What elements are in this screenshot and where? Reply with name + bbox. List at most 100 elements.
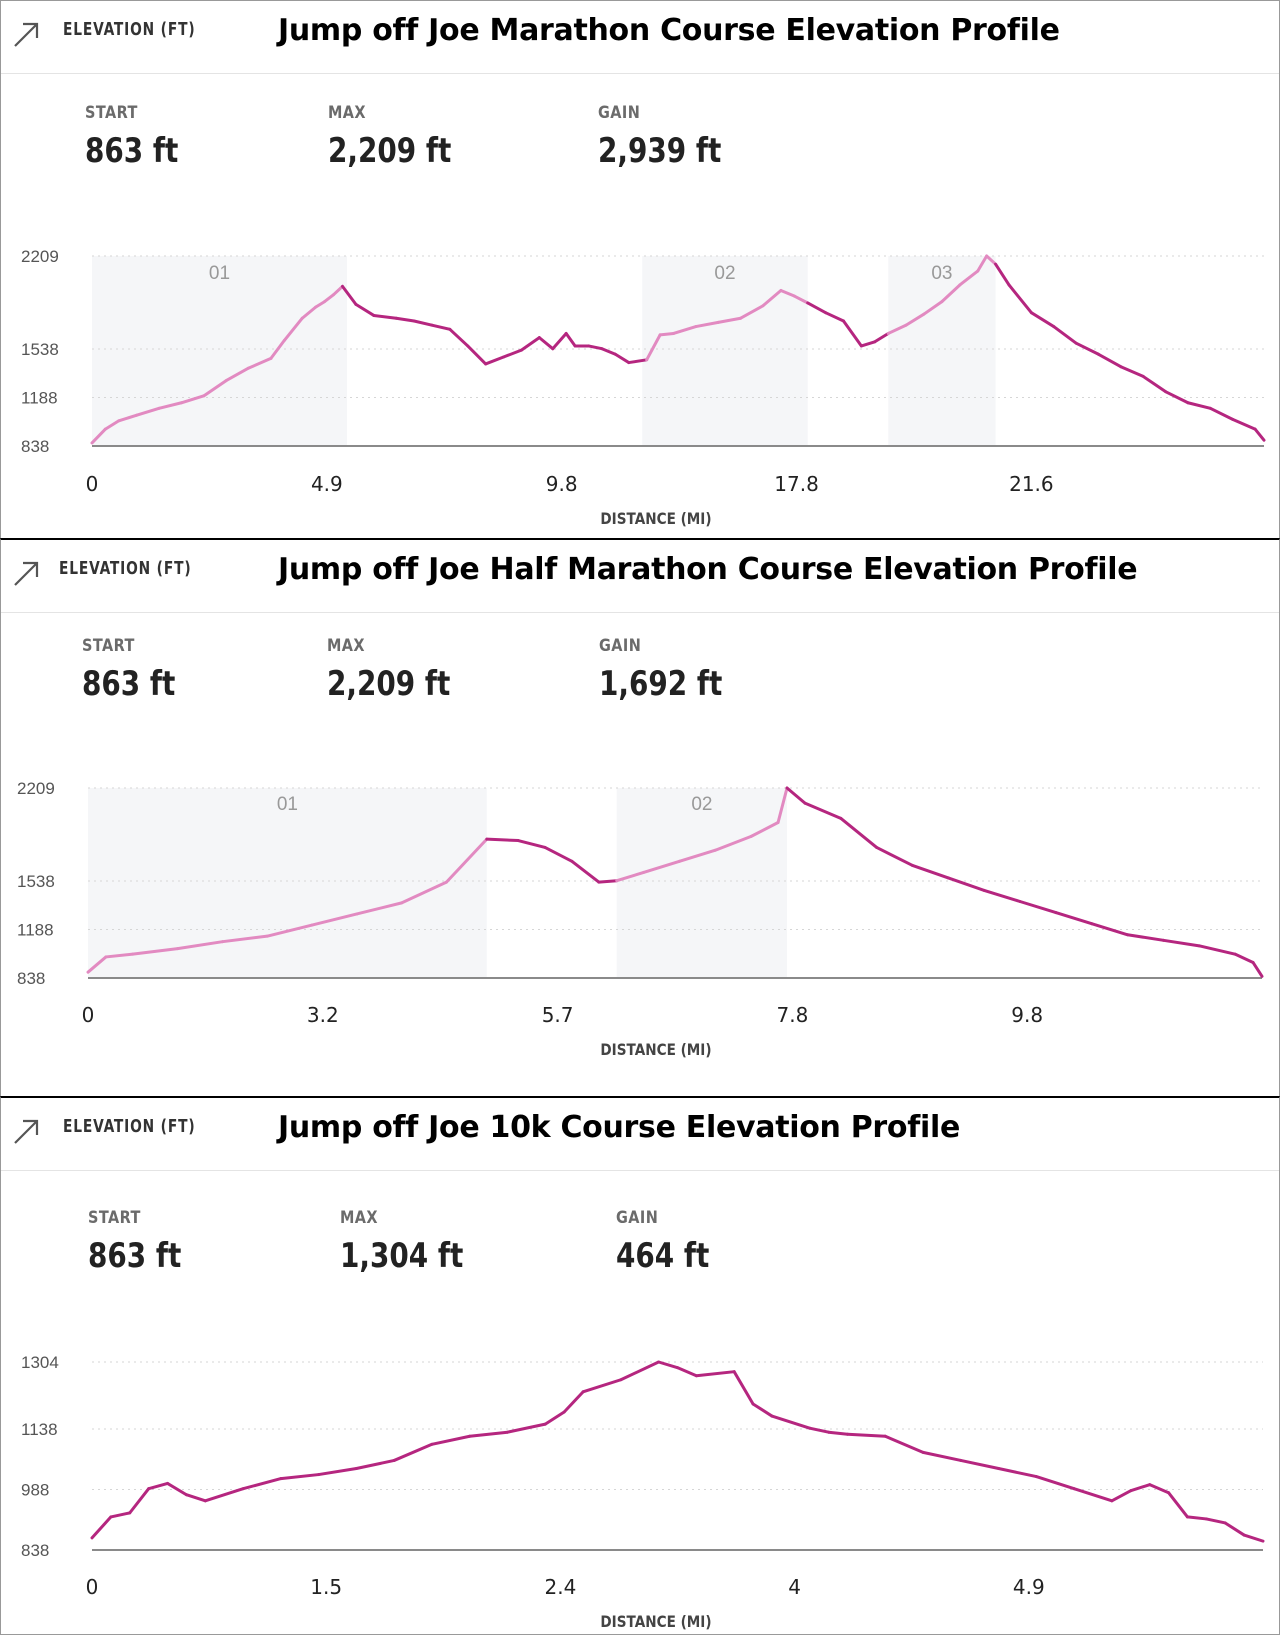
elevation-line-segment [785,786,807,805]
stat-label: GAIN [599,636,642,656]
elevation-line-segment [1074,341,1100,356]
elevation-line-segment [103,419,121,431]
elevation-line-segment [803,801,843,820]
10k-panel: ELEVATION (FT) Jump off Joe 10k Course E… [0,1096,1280,1635]
elevation-line-segment [1129,1483,1152,1493]
elevation-line-segment [506,1422,547,1434]
elevation-chart: 838 988 1138 1304 0 1.5 2.4 4 4.9 DISTANCE (MI) [21,1353,1265,1631]
elevation-line-segment [806,301,828,315]
panel-header: ELEVATION (FT) Jump off Joe Marathon Cou… [1,1,1279,74]
y-tick-label: 1138 [21,1420,58,1439]
elevation-line-segment [444,837,489,884]
elevation-line-segment [1096,352,1123,369]
elevation-line-segment [117,413,139,423]
elevation-line-segment [224,366,251,383]
elevation-line-segment [873,331,890,344]
chart-title: Jump off Joe Marathon Course Elevation P… [278,13,1060,48]
elevation-line-segment [484,355,506,366]
stat-value: 863 ft [82,664,176,704]
arrow-up-right-icon [14,22,39,47]
elevation-line-segment [128,1487,151,1515]
elevation-line-segment [202,379,228,398]
elevation-line-segment [779,289,796,298]
stat-max: MAX 2,209 ft [328,103,478,171]
elevation-line-segment [657,1360,679,1370]
elevation-line-segment [770,1414,812,1430]
elevation-line-segment [448,327,470,348]
elevation-line-segment [131,947,180,956]
x-tick-label: 4.9 [311,472,343,496]
elevation-line-segment [875,845,914,867]
elevation-line-segment [354,302,376,317]
stat-start: START 863 ft [82,636,196,704]
elevation-line-segment [1007,283,1033,315]
x-axis-label: DISTANCE (MI) [600,1041,711,1059]
elevation-line-segment [613,352,631,365]
y-tick-label: 1188 [21,388,58,407]
stat-value: 1,304 ft [340,1236,464,1276]
elevation-label: ELEVATION (FT) [63,1116,196,1137]
x-tick-label: 1.5 [310,1575,342,1599]
elevation-line-segment [86,955,108,974]
y-tick-label: 1304 [21,1353,59,1372]
elevation-line-segment [739,304,765,320]
elevation-line-segment [109,1511,132,1519]
elevation-line-segment [1110,1489,1133,1503]
elevation-line-segment [581,1378,623,1394]
segment-shade [92,256,347,446]
elevation-line-segment [658,331,676,337]
elevation-line-segment [982,888,1022,904]
panel-header: ELEVATION (FT) Jump off Joe 10k Course E… [1,1098,1279,1171]
half-marathon-panel: ELEVATION (FT) Jump off Joe Half Maratho… [0,538,1280,1096]
elevation-line-segment [317,1467,358,1477]
elevation-line-segment [502,348,523,359]
elevation-line-segment [323,293,336,304]
elevation-line-segment [430,323,452,331]
elevation-line-segment [354,1458,396,1471]
elevation-line-segment [677,848,717,863]
elevation-line-segment [516,839,547,849]
elevation-line-segment [940,283,962,304]
elevation-line-segment [827,1430,849,1436]
elevation-line-segment [676,1366,698,1378]
y-tick-label: 988 [21,1480,49,1499]
elevation-line-segment [946,876,986,892]
x-tick-label: 21.6 [1009,472,1054,496]
elevation-line-segment [519,336,541,352]
elevation-label: ELEVATION (FT) [63,19,196,40]
elevation-line-segment [1141,374,1168,394]
y-tick-label: 838 [17,969,45,988]
elevation-line-segment [1233,952,1255,964]
elevation-line-segment [570,859,601,884]
segment-label: 02 [691,794,712,815]
elevation-line-segment [282,316,304,342]
elevation-line-segment [1186,401,1212,410]
elevation-line-segment [1164,390,1190,405]
elevation-line-segment [90,427,107,445]
x-tick-label: 9.8 [1011,1003,1043,1027]
elevation-line-segment [247,356,273,370]
elevation-line-segment [147,1481,170,1491]
x-tick-label: 5.7 [542,1003,574,1027]
elevation-line-segment [279,1473,321,1481]
elevation-line-segment [90,1515,113,1540]
elevation-line-segment [466,344,488,366]
elevation-line-segment [166,1481,188,1497]
arrow-up-right-icon [14,1119,39,1144]
segment-shade [888,256,996,446]
elevation-line-segment [672,325,698,335]
elevation-line-segment [1119,365,1145,378]
segment-shade [616,788,788,978]
stat-label: START [82,636,135,656]
elevation-line-segment [269,338,286,360]
elevation-line-segment [485,837,520,843]
elevation-line-segment [1242,1533,1265,1543]
elevation-line-segment [792,294,810,305]
elevation-chart: 01 02 838 1188 1538 2209 0 3.2 5.7 7.8 9.8 DISTANCE… [17,779,1264,1059]
elevation-line-segment [619,1360,661,1382]
elevation-line-segment [1253,427,1266,442]
elevation-line-segment [551,331,568,351]
x-axis-label: DISTANCE (MI) [600,1613,711,1631]
marathon-panel: ELEVATION (FT) Jump off Joe Marathon Cou… [0,0,1280,538]
x-axis-label: DISTANCE (MI) [600,510,711,528]
